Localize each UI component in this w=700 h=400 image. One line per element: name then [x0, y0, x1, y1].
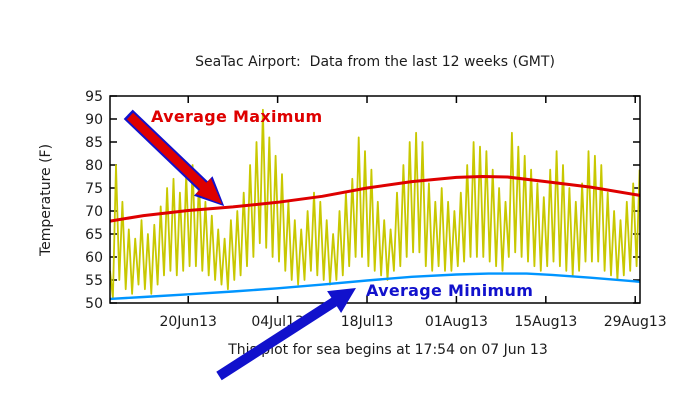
average-minimum-label: Average Minimum: [366, 281, 534, 300]
y-tick-label: 65: [85, 227, 103, 243]
x-tick-label: 01Aug13: [425, 314, 488, 330]
chart-title: SeaTac Airport: Data from the last 12 we…: [195, 54, 555, 70]
x-tick-label: 20Jun13: [159, 314, 217, 330]
plot-caption: This plot for sea begins at 17:54 on 07 …: [228, 342, 548, 358]
x-tick-label: 29Aug13: [604, 314, 667, 330]
y-tick-label: 70: [85, 204, 103, 220]
average-minimum-series: [109, 272, 641, 301]
y-tick-label: 50: [85, 296, 103, 312]
y-tick-label: 90: [85, 112, 103, 128]
plot-frame: [109, 95, 641, 304]
average-minimum-arrow: [216, 288, 356, 381]
raw-temperature-series: [109, 108, 641, 300]
y-tick-label: 85: [85, 135, 103, 151]
x-tick-label: 18Jul13: [341, 314, 394, 330]
x-tick-label: 15Aug13: [514, 314, 577, 330]
average-maximum-series: [109, 175, 641, 223]
average-maximum-label: Average Maximum: [151, 107, 323, 126]
y-tick-label: 80: [85, 158, 103, 174]
y-tick-label: 60: [85, 250, 103, 266]
y-tick-label: 55: [85, 273, 103, 289]
y-tick-label: 95: [85, 89, 103, 105]
y-tick-label: 75: [85, 181, 103, 197]
average-maximum-arrow: [126, 112, 222, 204]
